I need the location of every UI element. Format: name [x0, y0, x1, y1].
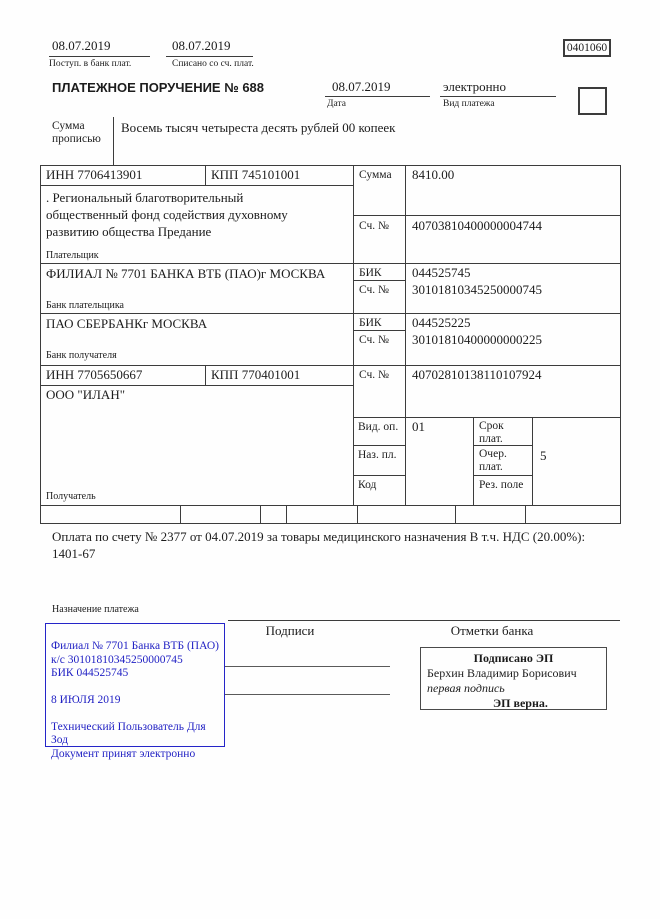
order-value: 5	[540, 448, 547, 463]
payer-bank-account-value: 30101810345250000745	[412, 282, 542, 297]
payer-name: . Региональный благотворительный обществ…	[46, 190, 288, 239]
divider	[325, 96, 430, 97]
table-line	[40, 365, 620, 366]
stamp-signer-name: Берхин Владимир Борисович	[427, 666, 577, 680]
bank-marks-label: Отметки банка	[450, 623, 534, 638]
table-line	[205, 365, 206, 385]
table-line	[353, 330, 405, 331]
bank-stamp-box: Подписано ЭП Берхин Владимир Борисович п…	[420, 647, 607, 710]
divider	[49, 56, 150, 57]
debited-date: 08.07.2019	[172, 38, 231, 53]
amount-in-words-value: Восемь тысяч четыреста десять рублей 00 …	[121, 120, 396, 135]
sum-label: Сумма	[359, 169, 392, 181]
stamp-verified: ЭП верна.	[493, 696, 548, 710]
table-line	[532, 417, 533, 505]
divider	[166, 56, 253, 57]
table-line	[40, 165, 620, 166]
bank-note-text: Филиал № 7701 Банка ВТБ (ПАО) к/с 301018…	[51, 640, 219, 760]
table-line	[40, 523, 620, 524]
form-code-box: 0401060	[563, 39, 611, 57]
payer-bank-label: Банк плательщика	[46, 300, 124, 311]
date-label: Дата	[327, 99, 346, 109]
bank-note-box: Филиал № 7701 Банка ВТБ (ПАО) к/с 301018…	[45, 623, 225, 760]
table-line	[353, 417, 620, 418]
received-in-bank-label: Поступ. в банк плат.	[49, 59, 132, 69]
op-type-label: Вид. оп.	[358, 421, 399, 433]
table-line	[353, 165, 354, 505]
status-box	[578, 87, 607, 115]
table-line	[353, 475, 405, 476]
pay-purpose-label: Наз. пл.	[358, 449, 397, 461]
table-line	[260, 505, 261, 523]
payee-label: Получатель	[46, 491, 96, 502]
table-line	[620, 165, 621, 524]
table-line	[405, 165, 406, 505]
payer-account-value: 40703810400000004744	[412, 218, 542, 233]
payee-account-value: 40702810138110107924	[412, 367, 542, 382]
table-line	[353, 280, 405, 281]
table-line	[180, 505, 181, 523]
payer-kpp: КПП 745101001	[211, 167, 301, 182]
payee-account-label: Сч. №	[359, 369, 390, 381]
document-title: ПЛАТЕЖНОЕ ПОРУЧЕНИЕ № 688	[52, 80, 265, 95]
term-label: Срок плат.	[479, 420, 504, 446]
divider	[113, 117, 114, 165]
table-line	[353, 445, 405, 446]
payee-bank-name: ПАО СБЕРБАНКг МОСКВА	[46, 316, 208, 331]
payee-kpp: КПП 770401001	[211, 367, 301, 382]
table-line	[40, 165, 41, 524]
table-line	[455, 505, 456, 523]
table-line	[473, 475, 532, 476]
payer-bank-bik-label: БИК	[359, 267, 382, 279]
stamp-signed-title: Подписано ЭП	[473, 651, 554, 665]
reserve-label: Рез. поле	[479, 479, 524, 491]
table-line	[473, 417, 474, 505]
table-line	[473, 445, 532, 446]
table-line	[353, 215, 620, 216]
table-line	[40, 313, 620, 314]
payment-type-value: электронно	[443, 79, 507, 94]
table-line	[205, 165, 206, 185]
sum-value: 8410.00	[412, 167, 455, 182]
payer-bank-name: ФИЛИАЛ № 7701 БАНКА ВТБ (ПАО)г МОСКВА	[46, 266, 326, 281]
op-type-value: 01	[412, 419, 425, 434]
table-line	[40, 263, 620, 264]
order-label: Очер. плат.	[479, 448, 507, 474]
table-line	[40, 385, 353, 386]
payer-inn: ИНН 7706413901	[46, 167, 143, 182]
amount-in-words-label: Сумма прописью	[52, 120, 101, 146]
payment-type-label: Вид платежа	[443, 99, 495, 109]
table-line	[40, 185, 353, 186]
signatures-label: Подписи	[265, 623, 315, 638]
divider	[228, 620, 620, 621]
payment-purpose-label: Назначение платежа	[52, 604, 139, 615]
payer-bank-account-label: Сч. №	[359, 284, 390, 296]
payee-bank-bik-value: 044525225	[412, 315, 471, 330]
payment-purpose-text: Оплата по счету № 2377 от 04.07.2019 за …	[52, 529, 586, 561]
payer-account-label: Сч. №	[359, 220, 390, 232]
table-line	[525, 505, 526, 523]
table-line	[40, 505, 620, 506]
document-date: 08.07.2019	[332, 79, 391, 94]
payee-inn: ИНН 7705650667	[46, 367, 143, 382]
payee-bank-bik-label: БИК	[359, 317, 382, 329]
table-line	[357, 505, 358, 523]
received-in-bank-date: 08.07.2019	[52, 38, 111, 53]
payee-name: ООО "ИЛАН"	[46, 387, 126, 402]
divider	[440, 96, 556, 97]
signature-line-2	[225, 694, 390, 695]
payer-label: Плательщик	[46, 250, 99, 261]
form-code: 0401060	[566, 42, 608, 54]
payee-bank-account-value: 30101810400000000225	[412, 332, 542, 347]
table-line	[286, 505, 287, 523]
code-label: Код	[358, 479, 377, 491]
stamp-signature-kind: первая подпись	[427, 681, 505, 695]
payee-bank-label: Банк получателя	[46, 350, 117, 361]
signature-line-1	[225, 666, 390, 667]
payer-bank-bik-value: 044525745	[412, 265, 471, 280]
payee-bank-account-label: Сч. №	[359, 334, 390, 346]
debited-label: Списано со сч. плат.	[172, 59, 254, 69]
